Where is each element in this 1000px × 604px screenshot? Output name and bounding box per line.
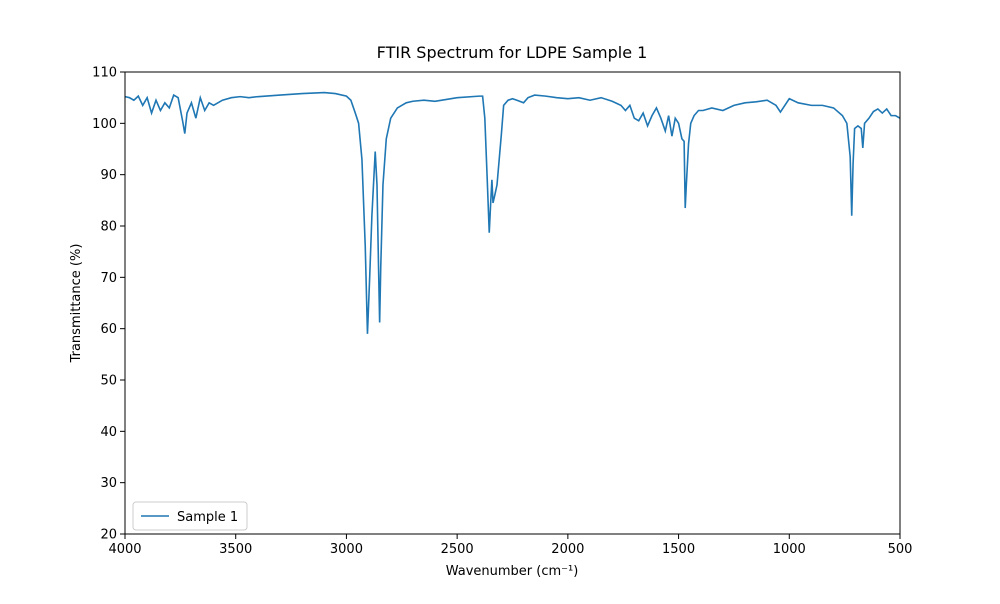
x-tick-label: 2500	[441, 542, 474, 557]
y-tick-label: 70	[100, 271, 117, 286]
y-tick-label: 110	[92, 66, 117, 81]
y-axis-label: Transmittance (%)	[69, 244, 84, 364]
plot-frame	[124, 71, 901, 535]
x-tick-label: 500	[888, 542, 913, 557]
x-tick-label: 1500	[662, 542, 695, 557]
y-tick-label: 30	[100, 476, 117, 491]
x-tick-label: 2000	[551, 542, 584, 557]
y-tick-label: 60	[100, 322, 117, 337]
y-tick-label: 100	[92, 117, 117, 132]
legend-label: Sample 1	[177, 510, 238, 525]
x-tick-label: 1000	[773, 542, 806, 557]
y-tick-label: 20	[100, 528, 117, 543]
y-tick-label: 80	[100, 220, 117, 235]
x-axis-label: Wavenumber (cm⁻¹)	[446, 564, 579, 579]
data-line	[124, 91, 901, 334]
chart-title: FTIR Spectrum for LDPE Sample 1	[377, 43, 648, 62]
legend-box	[132, 501, 248, 531]
x-tick-label: 3000	[330, 542, 363, 557]
y-tick-label: 50	[100, 374, 117, 389]
y-tick-label: 40	[100, 425, 117, 440]
x-tick-label: 3500	[219, 542, 252, 557]
y-tick-label: 90	[100, 168, 117, 183]
x-tick-label: 4000	[108, 542, 141, 557]
